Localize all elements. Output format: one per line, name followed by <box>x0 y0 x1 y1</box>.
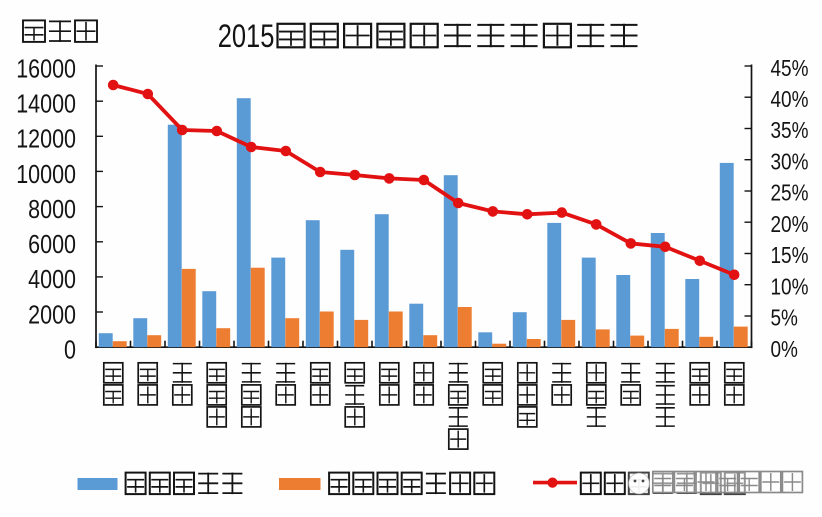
svg-text:15%: 15% <box>771 244 809 269</box>
svg-text:40%: 40% <box>771 87 809 112</box>
svg-text:14000: 14000 <box>16 90 76 119</box>
svg-text:35%: 35% <box>771 119 809 144</box>
svg-text:2000: 2000 <box>28 300 76 329</box>
svg-text:6000: 6000 <box>28 230 76 259</box>
svg-text:2015: 2015 <box>218 19 275 54</box>
svg-text:0%: 0% <box>771 337 798 362</box>
svg-text:12000: 12000 <box>16 125 76 154</box>
svg-text:8000: 8000 <box>28 195 76 224</box>
svg-text:30%: 30% <box>771 150 809 175</box>
svg-text:45%: 45% <box>771 56 809 81</box>
svg-text:4000: 4000 <box>28 265 76 294</box>
svg-text:25%: 25% <box>771 181 809 206</box>
svg-text:10%: 10% <box>771 275 809 300</box>
svg-text:16000: 16000 <box>16 54 76 83</box>
svg-text:5%: 5% <box>771 306 798 331</box>
svg-text:20%: 20% <box>771 212 809 237</box>
svg-text:10000: 10000 <box>16 160 76 189</box>
svg-text:0: 0 <box>64 336 76 365</box>
